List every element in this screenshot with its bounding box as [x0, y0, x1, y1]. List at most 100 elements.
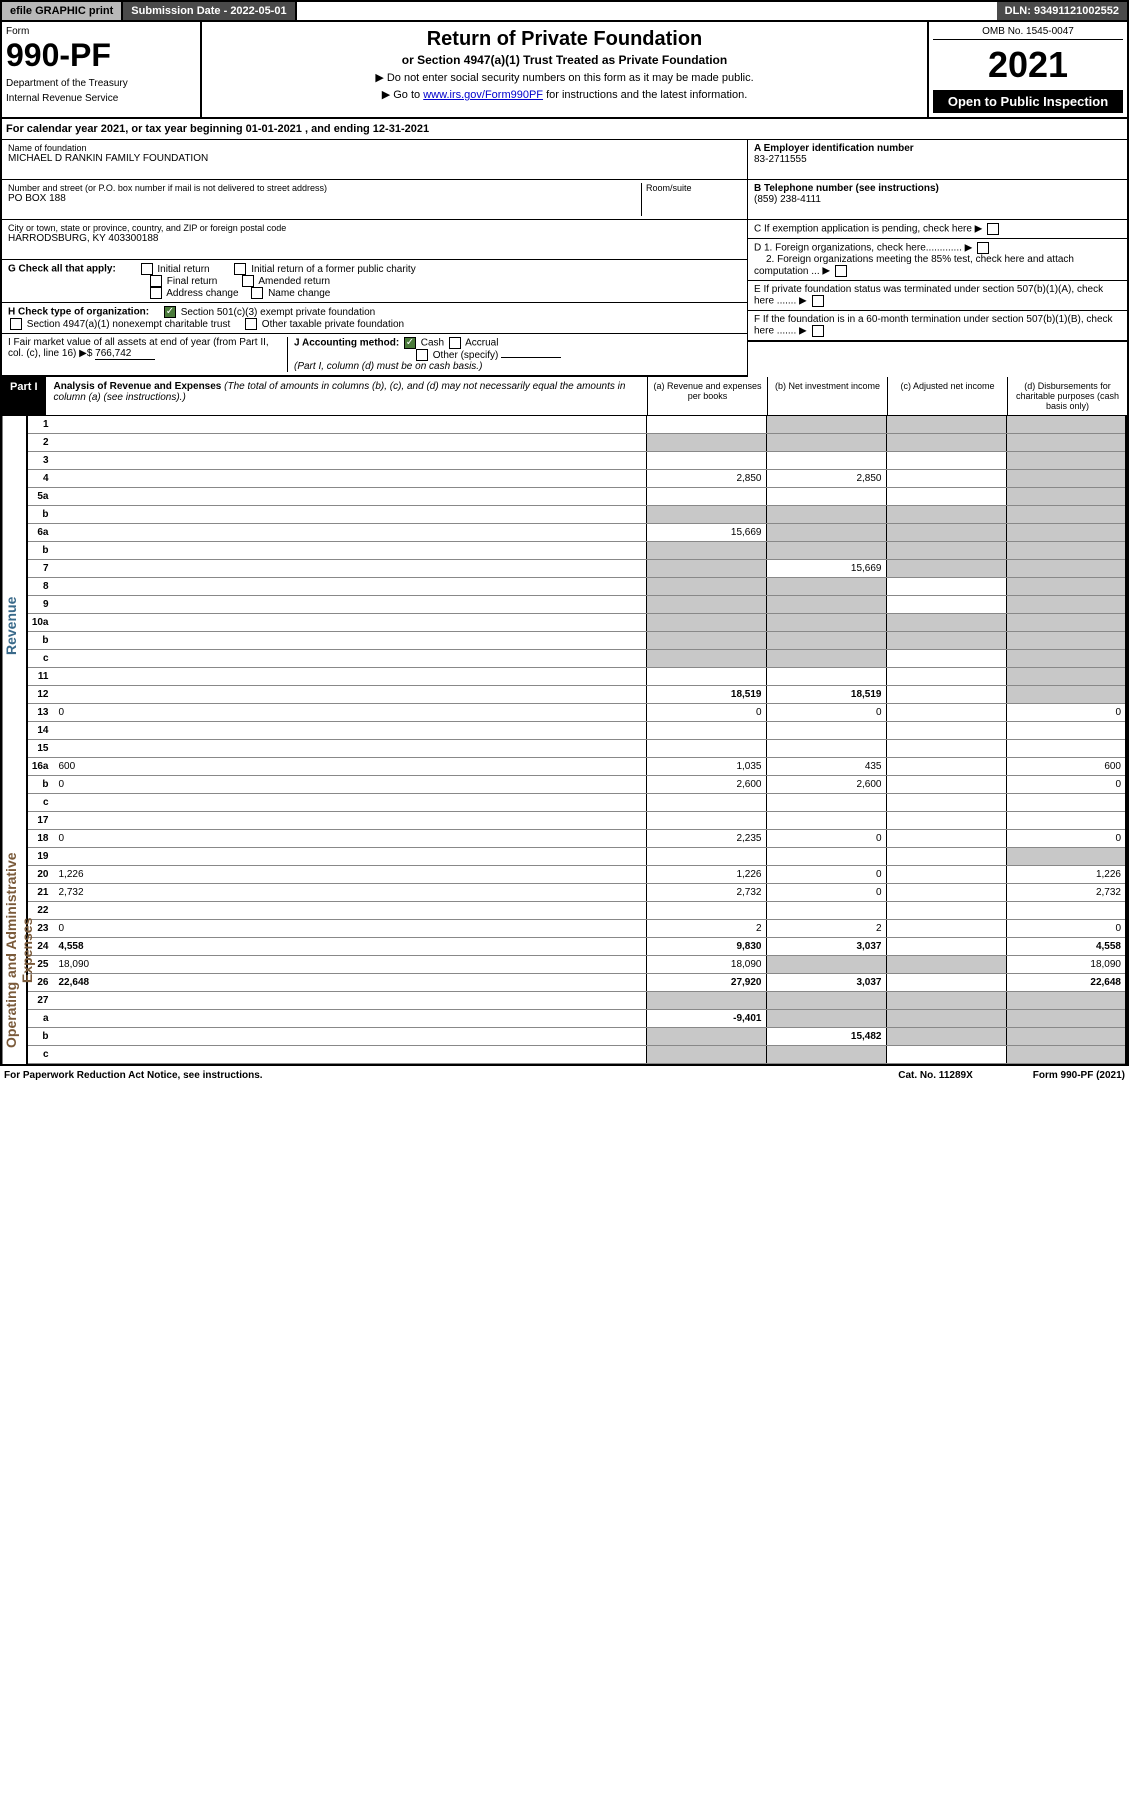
calendar-year-line: For calendar year 2021, or tax year begi…	[0, 119, 1129, 140]
col-d-value	[1006, 470, 1126, 488]
col-d-value	[1006, 416, 1126, 434]
initial-return-checkbox[interactable]	[141, 263, 153, 275]
col-a-value	[646, 506, 766, 524]
col-d-value: 0	[1006, 920, 1126, 938]
col-b-value	[766, 488, 886, 506]
line-description: 0	[55, 920, 647, 938]
col-a-value	[646, 542, 766, 560]
initial-public-checkbox[interactable]	[234, 263, 246, 275]
efile-print-button[interactable]: efile GRAPHIC print	[2, 2, 123, 20]
col-a-value: 2,732	[646, 884, 766, 902]
col-b-value	[766, 740, 886, 758]
col-a-value	[646, 578, 766, 596]
col-c-value	[886, 902, 1006, 920]
col-a-value	[646, 560, 766, 578]
final-return-checkbox[interactable]	[150, 275, 162, 287]
col-c-value	[886, 884, 1006, 902]
form-title: Return of Private Foundation	[208, 28, 921, 51]
line-number: 8	[27, 578, 55, 596]
line-number: 16a	[27, 758, 55, 776]
col-d-value	[1006, 794, 1126, 812]
col-d-value	[1006, 650, 1126, 668]
line-description	[55, 992, 647, 1010]
accrual-checkbox[interactable]	[449, 337, 461, 349]
table-row: 15	[27, 740, 1127, 758]
cash-checkbox[interactable]	[404, 337, 416, 349]
form-label: Form	[6, 26, 196, 37]
4947a1-checkbox[interactable]	[10, 318, 22, 330]
line-number: 20	[27, 866, 55, 884]
line-description	[55, 668, 647, 686]
table-row: 1802,23500	[27, 830, 1127, 848]
col-a-value	[646, 434, 766, 452]
col-d-value: 4,558	[1006, 938, 1126, 956]
col-a-value: 2	[646, 920, 766, 938]
table-row: 8	[27, 578, 1127, 596]
col-a-value	[646, 488, 766, 506]
status-terminated-checkbox[interactable]	[812, 295, 824, 307]
col-c-value	[886, 416, 1006, 434]
line-description	[55, 614, 647, 632]
table-row: b	[27, 632, 1127, 650]
col-b-value	[766, 596, 886, 614]
table-row: 5a	[27, 488, 1127, 506]
col-c-value	[886, 812, 1006, 830]
col-a-value	[646, 722, 766, 740]
foreign-85-checkbox[interactable]	[835, 265, 847, 277]
col-d-value	[1006, 740, 1126, 758]
col-d-value: 600	[1006, 758, 1126, 776]
60-month-checkbox[interactable]	[812, 325, 824, 337]
line-number: 3	[27, 452, 55, 470]
form-subtitle: or Section 4947(a)(1) Trust Treated as P…	[208, 53, 921, 67]
col-d-value	[1006, 902, 1126, 920]
line-number: 27	[27, 992, 55, 1010]
col-b-value	[766, 848, 886, 866]
irs-link[interactable]: www.irs.gov/Form990PF	[423, 89, 543, 101]
line-description	[55, 596, 647, 614]
line-number: 17	[27, 812, 55, 830]
dln-label: DLN: 93491121002552	[997, 2, 1127, 20]
col-c-value	[886, 452, 1006, 470]
paperwork-notice: For Paperwork Reduction Act Notice, see …	[4, 1070, 263, 1081]
table-row: 1218,51918,519	[27, 686, 1127, 704]
foreign-org-checkbox[interactable]	[977, 242, 989, 254]
501c3-checkbox[interactable]	[164, 306, 176, 318]
cat-number: Cat. No. 11289X	[898, 1070, 972, 1081]
col-d-value	[1006, 614, 1126, 632]
other-taxable-checkbox[interactable]	[245, 318, 257, 330]
col-c-value	[886, 866, 1006, 884]
col-d-value	[1006, 560, 1126, 578]
section-e: E If private foundation status was termi…	[748, 281, 1127, 311]
open-public-badge: Open to Public Inspection	[933, 90, 1123, 113]
phone-value: (859) 238-4111	[754, 194, 821, 205]
col-d-value	[1006, 542, 1126, 560]
col-b-value: 0	[766, 866, 886, 884]
col-d-value: 0	[1006, 830, 1126, 848]
section-h: H Check type of organization: Section 50…	[2, 303, 747, 334]
col-d-value	[1006, 1028, 1126, 1046]
ein-value: 83-2711555	[754, 154, 807, 165]
col-d-value: 22,648	[1006, 974, 1126, 992]
col-b-value	[766, 524, 886, 542]
col-d-value	[1006, 434, 1126, 452]
col-a-value	[646, 902, 766, 920]
exemption-pending-checkbox[interactable]	[987, 223, 999, 235]
col-b-value: 2,600	[766, 776, 886, 794]
table-row: 715,669	[27, 560, 1127, 578]
submission-date: Submission Date - 2022-05-01	[123, 2, 296, 20]
col-d-value	[1006, 992, 1126, 1010]
line-description	[55, 902, 647, 920]
col-b-value	[766, 1046, 886, 1064]
amended-return-checkbox[interactable]	[242, 275, 254, 287]
address-cell: Number and street (or P.O. box number if…	[2, 180, 747, 220]
other-method-checkbox[interactable]	[416, 349, 428, 361]
address-change-checkbox[interactable]	[150, 287, 162, 299]
col-d-value	[1006, 506, 1126, 524]
name-change-checkbox[interactable]	[251, 287, 263, 299]
col-c-value	[886, 722, 1006, 740]
revenue-side-label: Revenue	[2, 416, 26, 836]
table-row: 2518,09018,09018,090	[27, 956, 1127, 974]
col-b-value	[766, 1010, 886, 1028]
col-a-value: 18,090	[646, 956, 766, 974]
line-description: 22,648	[55, 974, 647, 992]
